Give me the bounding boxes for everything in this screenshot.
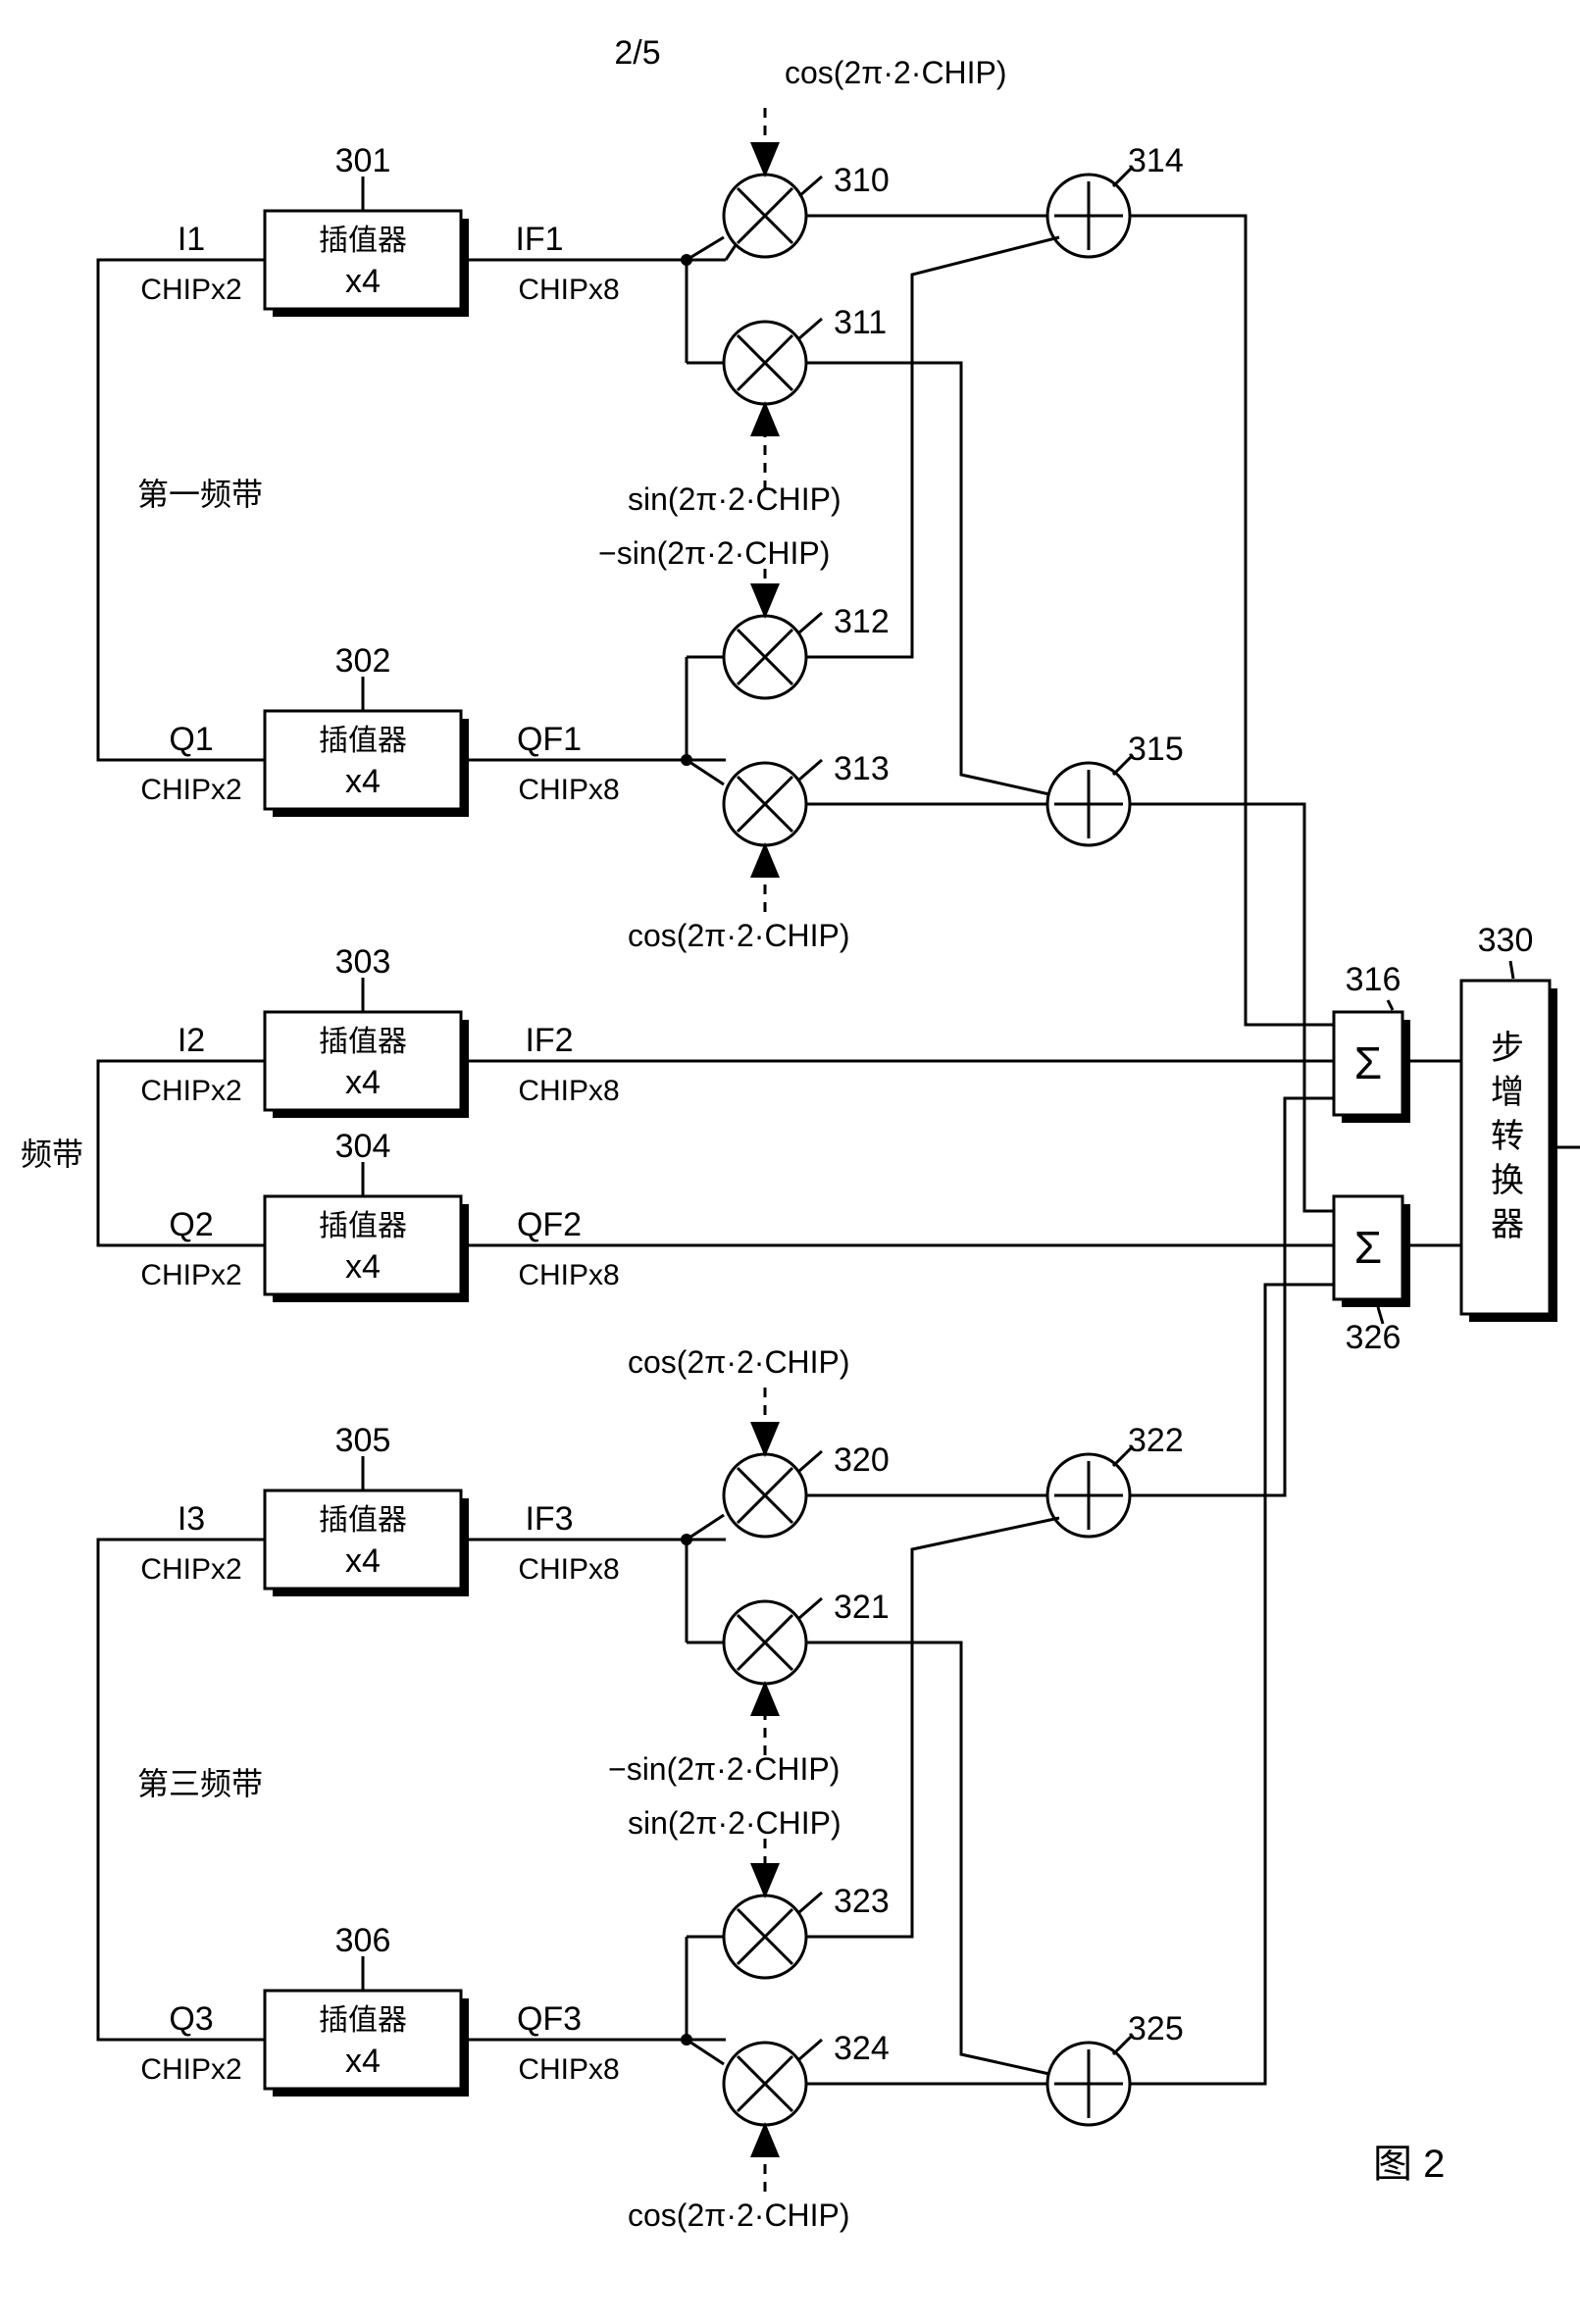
signal-label: IF2: [525, 1022, 573, 1059]
ref-label: 314: [1128, 142, 1184, 179]
signal-label: IF1: [515, 221, 563, 258]
band3-label-h: 第三频带: [137, 1766, 263, 1801]
band2-label-h: 第二频带: [20, 1137, 83, 1172]
ref-label: 312: [834, 603, 890, 640]
ref-label: 320: [834, 1441, 890, 1479]
mixer-324: 324: [724, 2030, 890, 2125]
mixer-321: 321: [724, 1589, 890, 1684]
ref-label: 324: [834, 2030, 890, 2067]
label: 插值器: [319, 1026, 407, 1058]
summer-326: Σ 326: [1334, 1196, 1410, 1356]
interpolator-304: 插值器 x4 304: [265, 1128, 469, 1302]
ref-label: 310: [834, 162, 890, 199]
step-up-converter: 步 增 转 换 器 330: [1461, 922, 1557, 1322]
interpolator-303: 插值器 x4 303: [265, 943, 469, 1118]
input-label: Q3: [169, 2000, 213, 2038]
input-rate: CHIPx2: [140, 1553, 241, 1586]
figure-label: 图 2: [1373, 2143, 1445, 2186]
input-label: I2: [178, 1022, 205, 1059]
carrier-label: −sin(2π·2·CHIP): [608, 1751, 840, 1787]
interpolator-306: 插值器 x4 306: [265, 1922, 469, 2097]
ref-label: 323: [834, 1883, 890, 1920]
converter-label: 步: [1491, 1030, 1524, 1067]
interpolator-305: 插值器 x4 305: [265, 1422, 469, 1596]
signal-label: QF3: [517, 2000, 582, 2038]
sigma-icon: Σ: [1354, 1037, 1382, 1088]
adder-322: 322: [1047, 1422, 1184, 1537]
signal-rate: CHIPx8: [518, 274, 619, 306]
input-rate: CHIPx2: [140, 2053, 241, 2086]
mixer-313: 313: [724, 750, 890, 845]
input-rate: CHIPx2: [140, 1075, 241, 1107]
signal-rate: CHIPx8: [518, 1259, 619, 1291]
mixer-323: 323: [724, 1883, 890, 1978]
adder-325: 325: [1047, 2010, 1184, 2125]
label: 插值器: [319, 1210, 407, 1242]
label: x4: [345, 1248, 381, 1286]
label: x4: [345, 2043, 381, 2080]
signal-rate: CHIPx8: [518, 774, 619, 806]
mixer-310: 310: [724, 162, 890, 257]
label: x4: [345, 1064, 381, 1101]
signal-label: QF1: [517, 721, 582, 758]
ref-label: 305: [335, 1422, 391, 1459]
input-label: I1: [178, 221, 205, 258]
label: 插值器: [319, 225, 407, 257]
interpolator-302: 插值器 x4 302: [265, 642, 469, 817]
converter-label: 转: [1491, 1118, 1524, 1155]
label: x4: [345, 1542, 381, 1580]
carrier-label: −sin(2π·2·CHIP): [598, 535, 830, 571]
converter-label: 换: [1491, 1162, 1524, 1199]
adder-315: 315: [1047, 731, 1184, 845]
input-rate: CHIPx2: [140, 774, 241, 806]
ref-label: 302: [335, 642, 391, 680]
carrier-label: cos(2π·2·CHIP): [628, 1344, 850, 1380]
signal-label: IF3: [525, 1500, 573, 1538]
ref-label: 304: [335, 1128, 391, 1165]
ref-label: 321: [834, 1589, 890, 1626]
mixer-311: 311: [724, 304, 887, 404]
band1-label-h: 第一频带: [137, 477, 263, 512]
mixer-312: 312: [724, 603, 890, 698]
carrier-label: sin(2π·2·CHIP): [628, 1805, 841, 1841]
carrier-label: cos(2π·2·CHIP): [628, 918, 850, 953]
input-label: I3: [178, 1500, 205, 1538]
signal-label: QF2: [517, 1206, 582, 1243]
adder-314: 314: [1047, 142, 1184, 257]
carrier-label: cos(2π·2·CHIP): [785, 55, 1007, 90]
converter-label: 增: [1491, 1074, 1524, 1111]
interpolator-301: 插值器 x4 301: [265, 142, 469, 317]
input-label: Q2: [169, 1206, 213, 1243]
signal-rate: CHIPx8: [518, 1553, 619, 1586]
ref-label: 303: [335, 943, 391, 981]
input-label: Q1: [169, 721, 213, 758]
ref-label: 325: [1128, 2010, 1184, 2047]
ref-label: 315: [1128, 731, 1184, 768]
converter-label: 器: [1491, 1206, 1524, 1243]
sigma-icon: Σ: [1354, 1222, 1382, 1273]
page-number: 2/5: [614, 34, 660, 72]
input-rate: CHIPx2: [140, 1259, 241, 1291]
label: 插值器: [319, 2004, 407, 2037]
ref-label: 311: [834, 304, 887, 341]
label: x4: [345, 763, 381, 800]
ref-label: 306: [335, 1922, 391, 1959]
signal-rate: CHIPx8: [518, 2053, 619, 2086]
ref-label: 316: [1346, 961, 1402, 998]
ref-label: 330: [1478, 922, 1534, 959]
ref-label: 326: [1346, 1319, 1402, 1356]
summer-316: Σ 316: [1334, 961, 1410, 1123]
ref-label: 322: [1128, 1422, 1184, 1459]
carrier-label: sin(2π·2·CHIP): [628, 481, 841, 517]
signal-rate: CHIPx8: [518, 1075, 619, 1107]
ref-label: 313: [834, 750, 890, 787]
input-rate: CHIPx2: [140, 274, 241, 306]
mixer-320: 320: [724, 1441, 890, 1537]
carrier-label: cos(2π·2·CHIP): [628, 2198, 850, 2233]
label: x4: [345, 263, 381, 300]
label: 插值器: [319, 725, 407, 757]
label: 插值器: [319, 1504, 407, 1537]
ref-label: 301: [335, 142, 391, 179]
